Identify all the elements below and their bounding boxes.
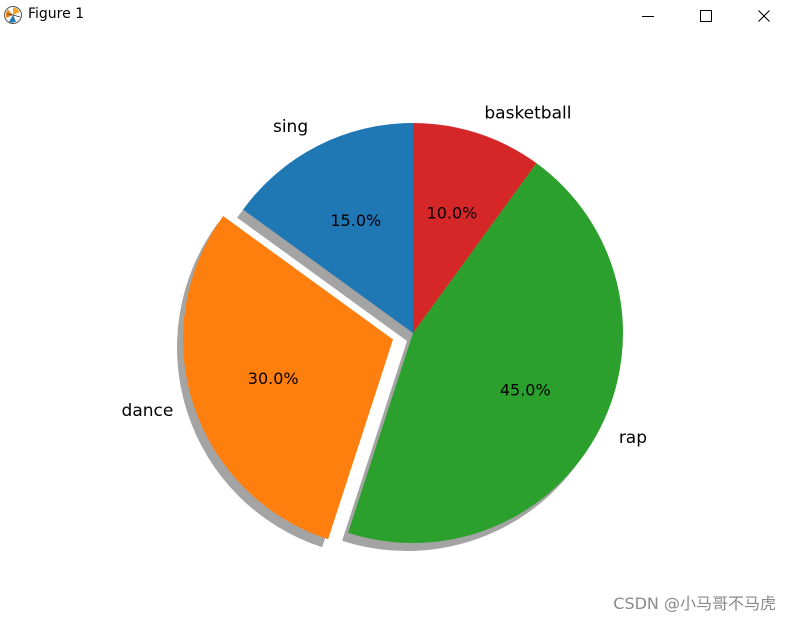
window-title: Figure 1 <box>28 6 85 22</box>
percent-label-sing: 15.0% <box>330 211 381 230</box>
close-button[interactable] <box>735 0 790 31</box>
pie-slice-rap <box>348 163 623 543</box>
close-icon <box>758 9 770 22</box>
chart-area: 15.0% sing 30.0% dance 45.0% rap 10.0% basketba… <box>0 31 790 622</box>
watermark: CSDN @小马哥不马虎 <box>613 594 776 613</box>
percent-label-basketball: 10.0% <box>427 204 478 223</box>
maximize-icon <box>700 9 712 22</box>
pie-slice-dance <box>183 216 394 540</box>
pie-chart: 15.0% sing 30.0% dance 45.0% rap 10.0% basketba… <box>122 103 647 551</box>
category-label-rap: rap <box>619 428 647 448</box>
percent-label-dance: 30.0% <box>248 369 299 388</box>
matplotlib-app-icon <box>4 6 22 24</box>
category-label-sing: sing <box>273 117 308 137</box>
category-label-basketball: basketball <box>484 103 571 123</box>
maximize-button[interactable] <box>677 0 735 31</box>
pie-slice-sing <box>243 123 413 333</box>
percent-label-rap: 45.0% <box>500 381 551 400</box>
minimize-button[interactable] <box>619 0 677 31</box>
category-label-dance: dance <box>122 401 174 421</box>
minimize-icon <box>642 15 654 17</box>
window-titlebar: Figure 1 <box>0 0 790 31</box>
pie-slice-basketball <box>413 123 537 333</box>
